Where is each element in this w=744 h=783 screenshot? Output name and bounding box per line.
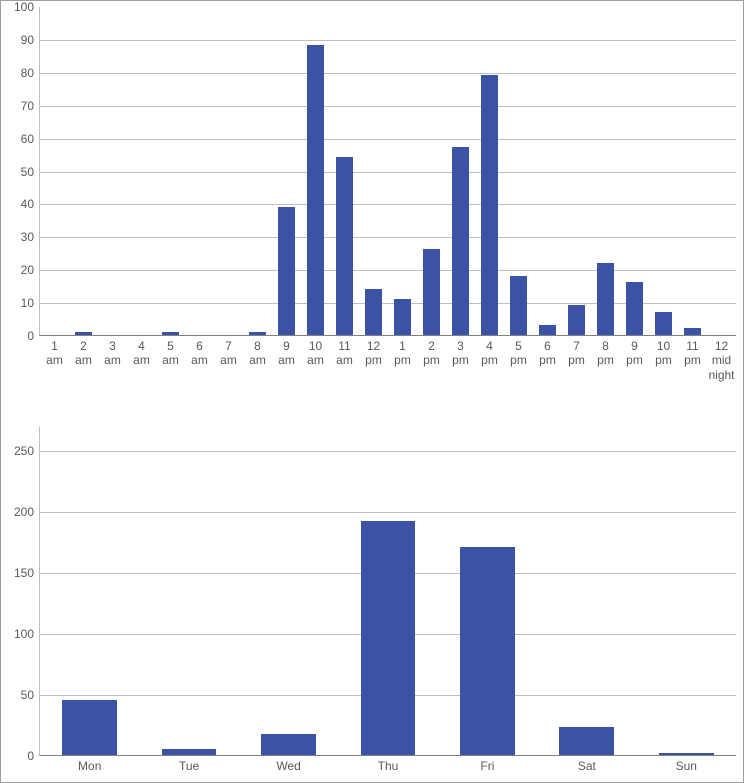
bar-slot: Sun [637,427,736,755]
bar-slot: 7pm [562,7,591,335]
y-tick-label: 70 [21,99,40,113]
bar-slot: 3pm [446,7,475,335]
bar-slot: 9pm [620,7,649,335]
bar-slot: 12pm [359,7,388,335]
bar [365,289,382,335]
bar [452,147,469,335]
bar [261,734,316,755]
bar-slot: 3am [98,7,127,335]
chart-frame: 01020304050607080901001am2am3am4am5am6am… [0,0,744,783]
plot-area: 050100150200250MonTueWedThuFriSatSun [39,427,736,756]
y-tick-label: 40 [21,197,40,211]
bar [597,263,614,335]
bar-slot: 6am [185,7,214,335]
bar [510,276,527,335]
y-tick-label: 100 [14,0,40,14]
bar [278,207,295,335]
y-tick-label: 30 [21,230,40,244]
y-tick-label: 10 [21,296,40,310]
weekday-bar-chart: 050100150200250MonTueWedThuFriSatSun [1,427,743,756]
bar-slot: 7am [214,7,243,335]
bar-slot: 1pm [388,7,417,335]
y-tick-label: 60 [21,132,40,146]
bar [684,328,701,335]
bar [307,45,324,335]
bar [394,299,411,335]
bar-slot: 2am [69,7,98,335]
bar [62,700,117,755]
bar-slot: Sat [537,427,636,755]
bar [559,727,614,755]
bars-container: MonTueWedThuFriSatSun [40,427,736,755]
x-tick-label: 12midnight [704,335,739,382]
bar-slot: 9am [272,7,301,335]
bar-slot: 10pm [649,7,678,335]
bar-slot: 12midnight [707,7,736,335]
bar [423,249,440,335]
bar-slot: Mon [40,427,139,755]
bar [626,282,643,335]
bar-slot: 1am [40,7,69,335]
bar-slot: 4am [127,7,156,335]
bar-slot: 6pm [533,7,562,335]
bar-slot: 5am [156,7,185,335]
bar [655,312,672,335]
y-tick-label: 150 [14,566,40,580]
y-tick-label: 50 [21,165,40,179]
y-tick-label: 200 [14,505,40,519]
bar [539,325,556,335]
bar-slot: Thu [338,427,437,755]
bar-slot: 11pm [678,7,707,335]
bar-slot: Tue [139,427,238,755]
y-tick-label: 250 [14,444,40,458]
bar-slot: 4pm [475,7,504,335]
bar-slot: Wed [239,427,338,755]
bar [568,305,585,335]
bar-slot: 8pm [591,7,620,335]
bar [361,521,416,755]
bar [481,75,498,335]
bar-slot: 10am [301,7,330,335]
bar [460,547,515,755]
bar-slot: 11am [330,7,359,335]
bar-slot: 5pm [504,7,533,335]
y-tick-label: 90 [21,33,40,47]
y-tick-label: 20 [21,263,40,277]
y-tick-label: 80 [21,66,40,80]
y-tick-label: 100 [14,627,40,641]
plot-area: 01020304050607080901001am2am3am4am5am6am… [39,7,736,336]
bar-slot: 8am [243,7,272,335]
bars-container: 1am2am3am4am5am6am7am8am9am10am11am12pm1… [40,7,736,335]
x-tick-label: Sun [627,755,744,773]
bar-slot: Fri [438,427,537,755]
hourly-bar-chart: 01020304050607080901001am2am3am4am5am6am… [1,7,743,336]
y-tick-label: 50 [21,688,40,702]
bar-slot: 2pm [417,7,446,335]
bar [336,157,353,335]
